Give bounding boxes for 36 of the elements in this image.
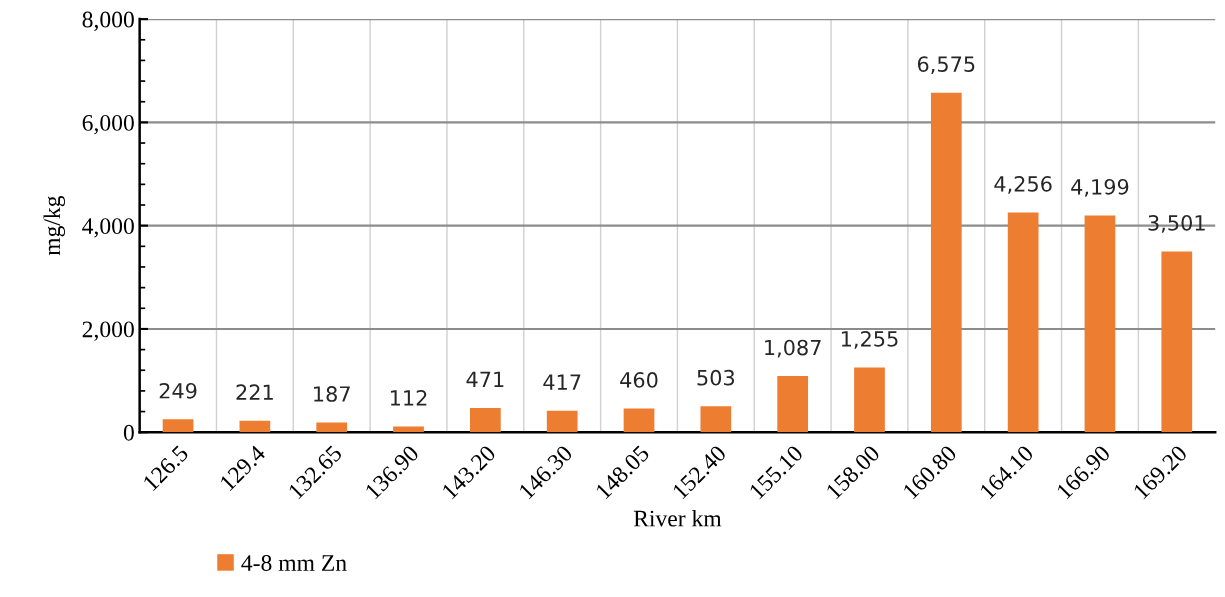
bar: [854, 367, 885, 433]
x-axis-title: River km: [633, 509, 722, 527]
y-tick-label: 8,000: [82, 11, 134, 31]
data-label: 249: [159, 382, 197, 399]
y-axis-title: mg/kg: [43, 195, 65, 256]
data-label: 460: [620, 372, 658, 388]
bar: [316, 422, 348, 433]
data-label: 112: [390, 389, 427, 406]
y-tick-label: 0: [123, 424, 134, 441]
y-tick-label: 2,000: [82, 321, 134, 341]
bar: [1161, 251, 1193, 433]
data-label: 6,575: [917, 56, 975, 75]
data-label: 3,501: [1148, 214, 1205, 233]
bar: [777, 376, 809, 433]
bar: [546, 410, 578, 433]
y-tick-label: 6,000: [82, 114, 134, 135]
data-label: 1,255: [841, 330, 898, 349]
bar: [162, 419, 194, 433]
bar: [1007, 212, 1039, 433]
legend-label: 4-8 mm Zn: [241, 555, 347, 571]
data-label: 4,199: [1071, 178, 1129, 197]
bar: [239, 420, 271, 433]
bar: [393, 426, 424, 433]
bar: [470, 407, 501, 433]
bar: [1084, 215, 1116, 433]
data-label: 417: [543, 374, 581, 390]
y-tick-label: 4,000: [82, 218, 134, 238]
bar: [930, 92, 962, 433]
data-label: 471: [466, 371, 504, 387]
data-label: 221: [236, 384, 273, 400]
data-label: 1,087: [765, 339, 821, 358]
data-label: 4,256: [994, 175, 1052, 194]
data-label: 503: [697, 369, 735, 386]
data-label: 187: [314, 386, 350, 402]
bar: [700, 406, 732, 433]
bar: [623, 408, 655, 433]
